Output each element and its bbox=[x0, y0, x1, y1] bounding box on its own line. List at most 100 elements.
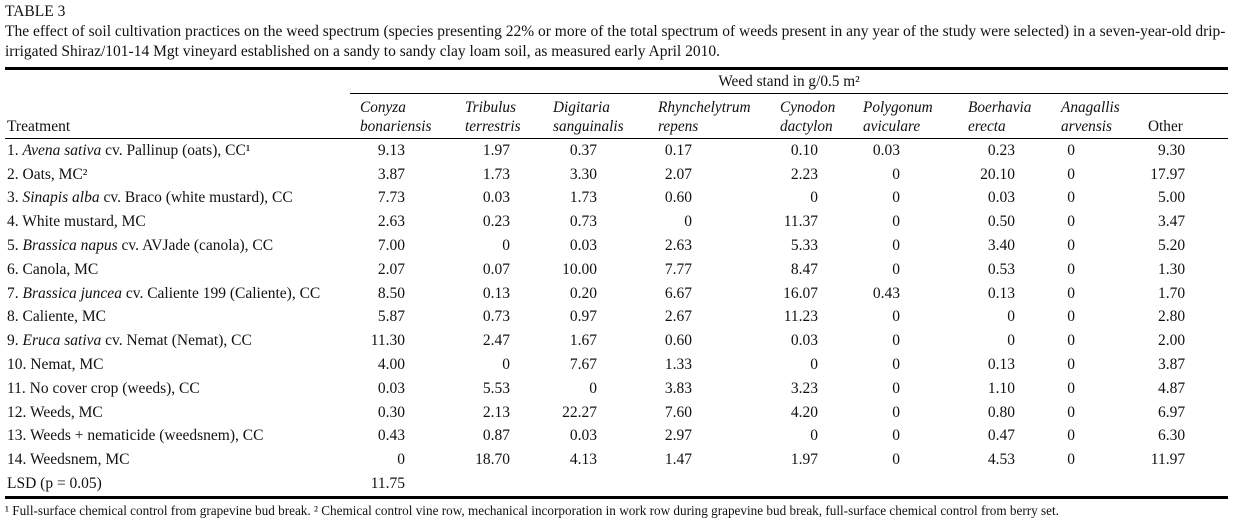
value-cell bbox=[909, 472, 1024, 499]
treatment-cell: 5. Brassica napus cv. AVJade (canola), C… bbox=[7, 237, 274, 255]
value-cell: 0.47 bbox=[987, 427, 1015, 445]
value-cell: 1.47 bbox=[664, 451, 692, 469]
value-cell: 2.07 bbox=[377, 260, 405, 278]
value-cell: 0 bbox=[684, 213, 692, 231]
value-cell: 1.10 bbox=[987, 379, 1015, 397]
table-row: 10. Nemat, MC 4.00 0 7.67 1.33 0 0 0.13 0 3.87 bbox=[5, 353, 1228, 377]
value-cell: 2.13 bbox=[482, 403, 510, 421]
value-cell: 3.87 bbox=[1157, 356, 1186, 374]
value-cell: 17.97 bbox=[1150, 165, 1186, 183]
value-cell: 16.07 bbox=[783, 284, 818, 302]
value-cell: 2.47 bbox=[482, 332, 510, 350]
value-cell: 3.83 bbox=[664, 379, 692, 397]
value-cell: 5.53 bbox=[482, 379, 510, 397]
value-cell bbox=[1082, 472, 1229, 499]
value-cell: 4.00 bbox=[377, 356, 405, 374]
table-row: 13. Weeds + nematicide (weedsnem), CC 0.4… bbox=[5, 425, 1228, 449]
value-cell: 0 bbox=[892, 403, 900, 421]
value-cell: 0 bbox=[1067, 356, 1075, 374]
value-cell: 20.10 bbox=[980, 165, 1015, 183]
value-cell: 0.13 bbox=[987, 284, 1015, 302]
table-row: 3. Sinapis alba cv. Braco (white mustard… bbox=[5, 187, 1228, 211]
table-row: 9. Eruca sativa cv. Nemat (Nemat), CC 11.… bbox=[5, 329, 1228, 353]
value-cell bbox=[1024, 472, 1082, 499]
value-cell: 11.97 bbox=[1150, 451, 1186, 469]
value-cell: 0.37 bbox=[569, 141, 597, 159]
value-cell: 0 bbox=[892, 379, 900, 397]
value-cell: 0 bbox=[892, 213, 900, 231]
value-cell: 0.73 bbox=[569, 213, 597, 231]
value-cell: 0.23 bbox=[987, 141, 1015, 159]
value-cell: 0 bbox=[810, 189, 818, 207]
weed-spectrum-table: Treatment Weed stand in g/0.5 m² Conyza b… bbox=[5, 67, 1229, 499]
treatment-cell: 7. Brassica juncea cv. Caliente 199 (Cal… bbox=[7, 284, 321, 302]
table-row: 5. Brassica napus cv. AVJade (canola), C… bbox=[5, 234, 1228, 258]
value-cell: 1.33 bbox=[664, 356, 692, 374]
value-cell: 4.87 bbox=[1157, 379, 1186, 397]
value-cell: 0 bbox=[892, 165, 900, 183]
column-header-species: Boerhavia erecta bbox=[909, 93, 1031, 139]
value-cell: 9.13 bbox=[377, 141, 405, 159]
value-cell: 6.97 bbox=[1157, 403, 1186, 421]
value-cell: 9.30 bbox=[1157, 141, 1186, 159]
value-cell: 0 bbox=[892, 189, 900, 207]
value-cell: 6.30 bbox=[1157, 427, 1186, 445]
column-header-species: Other bbox=[1082, 93, 1229, 139]
table-row: 4. White mustard, MC 2.63 0.23 0.73 0 11.37 0 0… bbox=[5, 210, 1228, 234]
value-cell: 0.03 bbox=[569, 427, 597, 445]
table-row: 14. Weedsnem, MC 0 18.70 4.13 1.47 1.97 0 4.53 0… bbox=[5, 448, 1228, 472]
value-cell: 1.73 bbox=[482, 165, 510, 183]
value-cell: 0 bbox=[1067, 237, 1075, 255]
value-cell: 1.30 bbox=[1157, 260, 1186, 278]
value-cell: 2.97 bbox=[664, 427, 692, 445]
value-cell: 11.23 bbox=[783, 308, 818, 326]
value-cell: 3.47 bbox=[1157, 213, 1186, 231]
column-header-treatment: Treatment bbox=[5, 68, 350, 139]
treatment-cell: 6. Canola, MC bbox=[7, 260, 99, 278]
value-cell: 0 bbox=[892, 237, 900, 255]
value-cell: 0 bbox=[892, 332, 900, 350]
value-cell: 10.00 bbox=[562, 260, 597, 278]
table-header: Treatment Weed stand in g/0.5 m² Conyza b… bbox=[5, 68, 1229, 139]
value-cell: 0 bbox=[1067, 260, 1075, 278]
column-header-species: Rhynchelytrum repens bbox=[605, 93, 751, 139]
value-cell: 1.97 bbox=[482, 141, 510, 159]
value-cell bbox=[517, 472, 605, 499]
value-cell: 3.87 bbox=[377, 165, 405, 183]
value-cell: 22.27 bbox=[562, 403, 597, 421]
value-cell: 0 bbox=[502, 237, 510, 255]
value-cell: 3.23 bbox=[790, 379, 818, 397]
table-row: LSD (p = 0.05) 11.75 bbox=[5, 472, 1229, 499]
value-cell: 0.60 bbox=[664, 332, 692, 350]
value-cell: 18.70 bbox=[475, 451, 510, 469]
value-cell: 0.03 bbox=[482, 189, 510, 207]
value-cell: 0 bbox=[892, 427, 900, 445]
value-cell: 3.30 bbox=[569, 165, 597, 183]
value-cell: 0.50 bbox=[987, 213, 1015, 231]
value-cell: 7.00 bbox=[377, 237, 405, 255]
column-header-species: Anagallis arvensis bbox=[1024, 93, 1120, 139]
table-number: TABLE 3 bbox=[5, 3, 66, 20]
table-footnote: ¹ Full-surface chemical control from gra… bbox=[5, 502, 1059, 518]
value-cell: 4.13 bbox=[569, 451, 597, 469]
column-header-species: Cynodon dactylon bbox=[699, 93, 835, 139]
value-cell: 8.50 bbox=[377, 284, 405, 302]
treatment-cell: 10. Nemat, MC bbox=[7, 356, 104, 374]
treatment-cell: 11. No cover crop (weeds), CC bbox=[7, 379, 200, 397]
treatment-cell: LSD (p = 0.05) bbox=[5, 472, 350, 499]
value-cell: 0.03 bbox=[790, 332, 818, 350]
value-cell: 0.73 bbox=[482, 308, 510, 326]
value-cell: 0.07 bbox=[482, 260, 510, 278]
table-caption: The effect of soil cultivation practices… bbox=[5, 23, 1226, 60]
value-cell: 5.00 bbox=[1157, 189, 1186, 207]
value-cell: 0 bbox=[1067, 379, 1075, 397]
value-cell: 0.30 bbox=[377, 403, 405, 421]
table-body: 1. Avena sativa cv. Pallinup (oats), CC¹… bbox=[5, 139, 1229, 499]
column-header-species: Tribulus terrestris bbox=[415, 93, 521, 139]
table-row: 2. Oats, MC² 3.87 1.73 3.30 2.07 2.23 0 20.10 0 1… bbox=[5, 163, 1228, 187]
table-row: 6. Canola, MC 2.07 0.07 10.00 7.77 8.47 0 0.53 0… bbox=[5, 258, 1228, 282]
value-cell: 0 bbox=[892, 356, 900, 374]
value-cell: 0.97 bbox=[569, 308, 597, 326]
value-cell: 0 bbox=[1067, 189, 1075, 207]
